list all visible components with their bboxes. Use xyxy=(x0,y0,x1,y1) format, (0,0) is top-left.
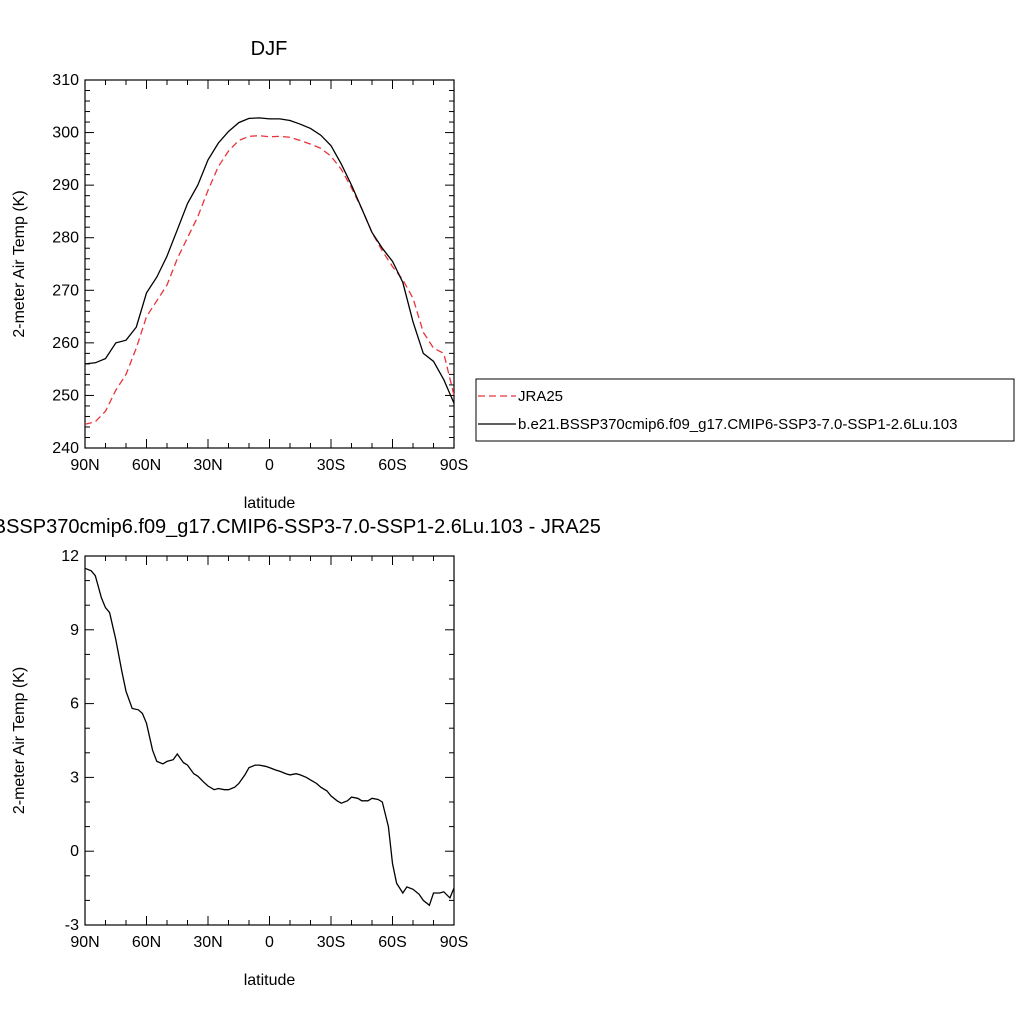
y-tick-label: 12 xyxy=(61,548,79,565)
y-tick-label: 6 xyxy=(70,696,79,713)
legend: JRA25 b.e21.BSSP370cmip6.f09_g17.CMIP6-SS… xyxy=(475,378,1015,442)
x-tick-label: 90S xyxy=(440,934,468,951)
x-tick-label: 0 xyxy=(265,934,274,951)
y-axis-label: 2-meter Air Temp (K) xyxy=(11,667,28,814)
x-tick-label: 30S xyxy=(317,457,345,474)
x-tick-label: 60N xyxy=(132,934,161,951)
x-tick-label: 30N xyxy=(193,457,222,474)
y-tick-label: 250 xyxy=(52,387,79,404)
x-tick-label: 60S xyxy=(378,457,406,474)
y-tick-label: -3 xyxy=(65,917,79,934)
chart-panel-1: DJF 90N 60N 30N 0 30S 60S 90S 240 250 260 270 280 290… xyxy=(11,38,1015,512)
y-tick-label: 290 xyxy=(52,177,79,194)
plot-frame xyxy=(84,79,455,449)
y-tick-label: 300 xyxy=(52,125,79,142)
plot-frame xyxy=(84,555,455,926)
y-tick-label: 240 xyxy=(52,440,79,457)
y-tick-label: 260 xyxy=(52,335,79,352)
series-line-b-e21-bssp370cmip6-f09-g17-cmip6-ssp3-7-0-ssp1-2-6lu-103 xyxy=(84,117,455,404)
chart-panel-2: b.e21.BSSP370cmip6.f09_g17.CMIP6-SSP3-7.… xyxy=(0,516,601,989)
y-tick-label: 270 xyxy=(52,282,79,299)
x-axis-label: latitude xyxy=(244,972,296,989)
y-axis-label: 2-meter Air Temp (K) xyxy=(11,190,28,337)
y-tick-label: 9 xyxy=(70,622,79,639)
y-tick-label: 3 xyxy=(70,769,79,786)
legend-label: JRA25 xyxy=(518,388,563,405)
x-tick-label: 30N xyxy=(193,934,222,951)
y-tick-label: 280 xyxy=(52,230,79,247)
x-tick-label: 60S xyxy=(378,934,406,951)
x-axis-label: latitude xyxy=(244,495,296,512)
chart-title: b.e21.BSSP370cmip6.f09_g17.CMIP6-SSP3-7.… xyxy=(0,516,601,538)
x-tick-label: 30S xyxy=(317,934,345,951)
x-tick-label: 90N xyxy=(70,934,99,951)
x-tick-label: 90S xyxy=(440,457,468,474)
legend-box xyxy=(475,378,1015,442)
x-tick-label: 90N xyxy=(70,457,99,474)
series-line-jra25 xyxy=(84,135,455,425)
series-line-difference xyxy=(84,567,455,907)
legend-label: b.e21.BSSP370cmip6.f09_g17.CMIP6-SSP3-7.… xyxy=(518,416,957,433)
x-tick-label: 0 xyxy=(265,457,274,474)
y-tick-label: 310 xyxy=(52,72,79,89)
chart-title: DJF xyxy=(251,38,288,60)
y-tick-label: 0 xyxy=(70,843,79,860)
x-tick-label: 60N xyxy=(132,457,161,474)
